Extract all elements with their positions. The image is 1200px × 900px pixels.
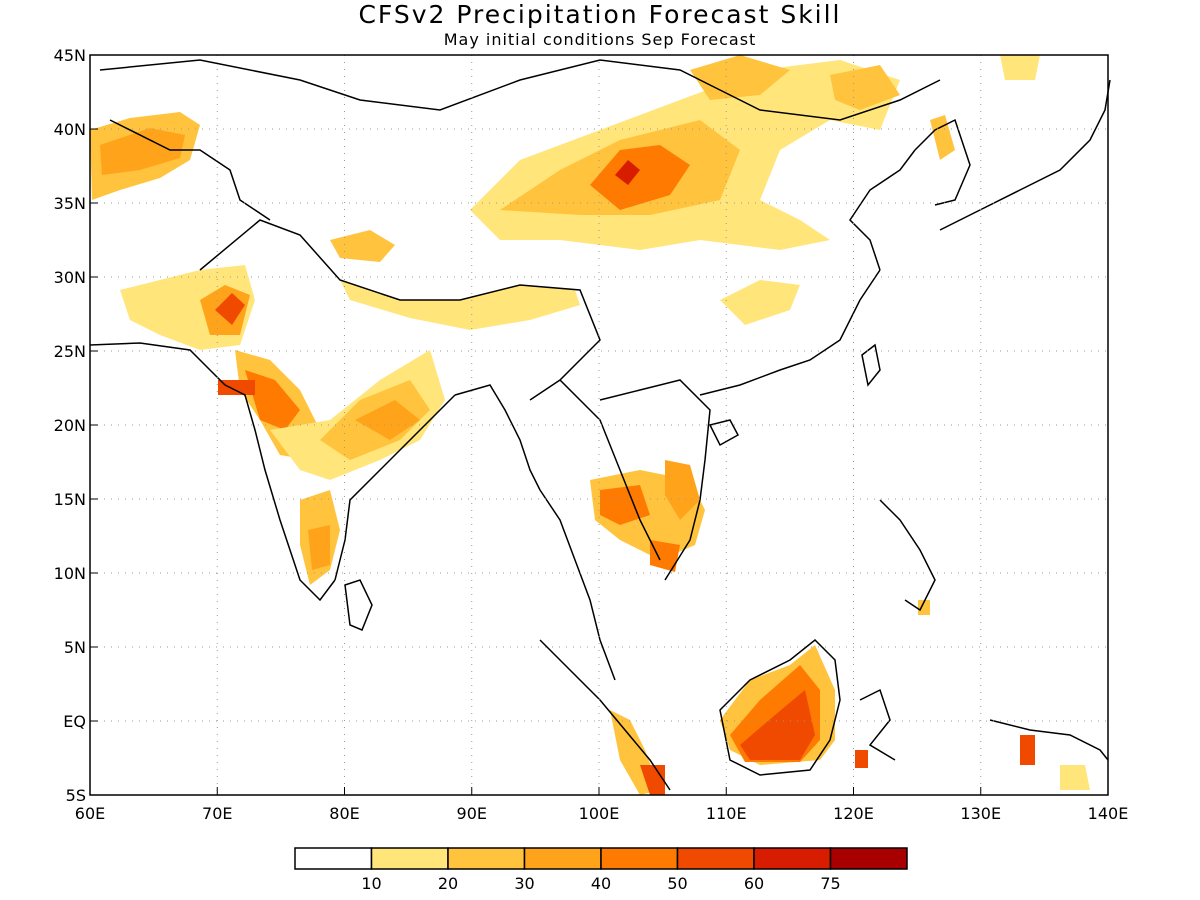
skill-region-gujarat (218, 380, 255, 395)
lon-tick-label: 80E (329, 804, 359, 823)
lat-tick-label: 30N (54, 268, 86, 287)
colorbar-swatch (676, 847, 755, 870)
skill-region-west-india-core (245, 370, 300, 430)
skill-region-mongolia-east (830, 65, 900, 110)
lat-tick-label: 45N (54, 46, 86, 65)
skill-region-south-india-core (308, 525, 330, 570)
colorbar-swatch (753, 847, 832, 870)
lat-tick-label: 5N (64, 638, 86, 657)
lat-tick-label: 10N (54, 564, 86, 583)
skill-region-japan-sea (1000, 55, 1040, 80)
skill-region-sulawesi (855, 750, 868, 768)
skill-region-north-china-max (615, 160, 640, 185)
plot-title: CFSv2 Precipitation Forecast Skill (358, 0, 842, 29)
lon-tick-label: 70E (202, 804, 232, 823)
lat-tick-label: 15N (54, 490, 86, 509)
lon-tick-label: 120E (833, 804, 874, 823)
plot-subtitle: May initial conditions Sep Forecast (443, 30, 757, 49)
skill-region-north-china-peak (590, 145, 690, 210)
colorbar-label: 10 (361, 874, 381, 893)
coast-sri-lanka (344, 579, 373, 631)
coastline-layer (89, 59, 1111, 791)
axis-tick-labels: 60E 70E 80E 90E 100E 110E 120E 130E 140E 45N 40N 35… (54, 46, 1129, 823)
coast-hainan (708, 419, 740, 447)
coast-bay-of-bengal (454, 384, 541, 491)
lat-tick-label: 20N (54, 416, 86, 435)
coast-sulawesi (859, 688, 896, 761)
lat-tick-label: 25N (54, 342, 86, 361)
skill-region-central-asia-core (100, 128, 185, 175)
skill-region-tibet-west (330, 230, 395, 262)
colorbar-label: 60 (744, 874, 764, 893)
colorbar-swatch (600, 847, 679, 870)
colorbar-label: 30 (514, 874, 534, 893)
skill-region-south-china (720, 280, 800, 325)
coast-indochina (599, 379, 711, 581)
skill-region-tibet (340, 280, 580, 330)
lon-tick-label: 90E (457, 804, 487, 823)
colorbar-label: 20 (438, 874, 458, 893)
coast-malay-peninsula (539, 489, 616, 681)
colorbar-label: 50 (667, 874, 687, 893)
skill-region-central-india-peak (355, 400, 420, 440)
coast-china-east (849, 149, 916, 271)
lon-tick-label: 60E (75, 804, 105, 823)
colorbar-swatch (829, 847, 908, 870)
colorbar-swatch (294, 847, 373, 870)
coast-china-south (699, 269, 881, 396)
skill-region-korea (930, 115, 955, 160)
coast-korea (914, 118, 971, 206)
skill-region-philippines (918, 600, 930, 615)
skill-region-vietnam (665, 460, 700, 520)
lon-tick-label: 130E (960, 804, 1001, 823)
colorbar-label: 75 (820, 874, 840, 893)
coast-india-east (334, 394, 456, 581)
lat-tick-label: 5S (66, 786, 86, 805)
country-borders-asia (99, 59, 941, 561)
colorbar-label: 40 (591, 874, 611, 893)
colorbar-swatch (523, 847, 602, 870)
skill-region-east-png (1060, 765, 1090, 790)
grid-layer (90, 55, 1108, 795)
coast-new-guinea (989, 719, 1109, 761)
skill-region-cambodia-south (650, 540, 680, 572)
lon-tick-label: 110E (706, 804, 747, 823)
skill-region-pakistan-peak (215, 293, 245, 325)
coast-japan (939, 79, 1111, 231)
lon-tick-label: 100E (579, 804, 620, 823)
coast-philippines (879, 499, 936, 612)
skill-region-new-guinea (1020, 735, 1035, 765)
skill-fill-layer (90, 55, 1090, 795)
lat-tick-label: EQ (63, 712, 86, 731)
skill-region-borneo-peak (740, 690, 815, 760)
lat-tick-label: 35N (54, 194, 86, 213)
colorbar: 10 20 30 40 50 60 75 (294, 847, 908, 893)
colorbar-swatch (447, 847, 526, 870)
lon-tick-label: 140E (1088, 804, 1129, 823)
lat-tick-label: 40N (54, 120, 86, 139)
colorbar-swatch (370, 847, 449, 870)
coast-persian-gulf (89, 342, 226, 386)
coast-sumatra (539, 639, 671, 791)
skill-region-mongolia (690, 55, 790, 100)
coast-borneo (719, 638, 841, 776)
coast-india-west (224, 384, 336, 602)
coast-taiwan (861, 343, 881, 387)
